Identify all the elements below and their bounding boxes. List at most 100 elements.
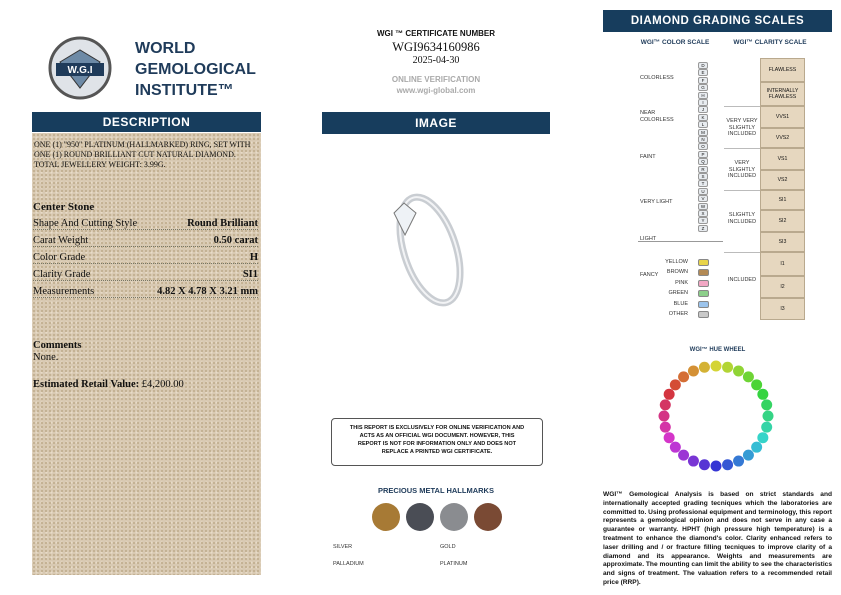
center-stone-heading: Center Stone xyxy=(33,201,95,213)
group-line xyxy=(724,190,760,191)
hue-dot xyxy=(722,361,734,373)
hue-dot xyxy=(733,455,745,467)
color-diamond: M xyxy=(698,128,708,136)
fancy-diamond xyxy=(698,258,709,266)
clarity-box: I2 xyxy=(760,276,805,298)
color-scale-heading: WGI™ COLOR SCALE xyxy=(640,39,710,46)
color-diamond: F xyxy=(698,76,708,84)
description-heading: DESCRIPTION xyxy=(32,112,261,132)
name-line: INSTITUTE™ xyxy=(135,82,234,99)
hue-wheel xyxy=(658,360,774,472)
hue-dot xyxy=(678,449,690,461)
fancy-label: GREEN xyxy=(668,290,688,296)
clarity-box: VS2 xyxy=(760,170,805,190)
logo-globe: W.G.I xyxy=(48,36,112,100)
fancy-label: BLUE xyxy=(673,300,688,307)
clarity-box: INTERNALLY FLAWLESS xyxy=(760,82,805,106)
scales-heading: DIAMOND GRADING SCALES xyxy=(603,10,832,32)
color-group: LIGHT xyxy=(640,236,657,242)
hue-dot xyxy=(710,460,722,472)
row-value: 0.50 carat xyxy=(213,235,258,246)
hue-dot xyxy=(663,388,675,400)
hue-dot xyxy=(687,365,699,377)
row-value: 4.82 X 4.78 X 3.21 mm xyxy=(157,286,258,297)
stone-row: Measurements 4.82 X 4.78 X 3.21 mm xyxy=(33,281,258,298)
color-diamond: D xyxy=(698,62,708,69)
hallmark-coins xyxy=(372,503,502,531)
color-diamond: Z xyxy=(698,224,708,232)
hue-dot xyxy=(757,388,769,400)
fancy-label: YELLOW xyxy=(665,258,688,265)
fancy-label: FANCY xyxy=(640,272,659,278)
color-diamond: E xyxy=(698,69,708,77)
hue-dot xyxy=(761,399,773,411)
hue-dot xyxy=(751,441,763,453)
color-diamond: I xyxy=(698,99,708,106)
color-group: COLORLESS xyxy=(640,75,674,81)
fancy-diamond xyxy=(698,269,709,276)
hue-dot xyxy=(678,371,690,383)
stone-row: Color Grade H xyxy=(33,247,258,264)
clarity-box: VVS2 xyxy=(760,128,805,148)
row-value: SI1 xyxy=(242,269,258,280)
clarity-box: I1 xyxy=(760,252,805,276)
ring-image xyxy=(393,193,464,307)
fancy-diamond xyxy=(698,311,709,318)
color-diamond: S xyxy=(698,173,708,180)
group-line xyxy=(724,148,760,149)
fancy-label: OTHER xyxy=(668,311,688,317)
row-label: Color Grade xyxy=(33,252,86,263)
hue-dot xyxy=(687,455,699,467)
website: www.wgi-global.com xyxy=(396,86,476,95)
color-diamond: T xyxy=(698,180,708,188)
color-diamond: G xyxy=(698,84,708,92)
row-value: Round Brilliant xyxy=(187,218,258,229)
name-line: GEMOLOGICAL xyxy=(135,61,256,78)
color-diamond: R xyxy=(698,165,708,173)
hue-dot xyxy=(761,421,773,433)
hue-dot xyxy=(659,421,671,433)
hue-dot xyxy=(751,379,763,391)
cert-label: WGI ™ CERTIFICATE NUMBER xyxy=(376,29,496,38)
hue-wheel-heading: WGI™ HUE WHEEL xyxy=(689,347,746,353)
name-line: WORLD xyxy=(135,40,196,57)
clarity-scale-heading: WGI™ CLARITY SCALE xyxy=(733,39,807,46)
row-value: H xyxy=(249,252,258,263)
clarity-group: SLIGHTLY INCLUDED xyxy=(727,212,757,225)
clarity-box: SI2 xyxy=(760,210,805,232)
color-diamond: K xyxy=(698,113,708,121)
row-label: Clarity Grade xyxy=(33,269,91,280)
fancy-label: BROWN xyxy=(666,269,688,275)
clarity-box: VVS1 xyxy=(760,106,805,128)
footnote: WGI™ Gemological Analysis is based on st… xyxy=(603,491,832,586)
hue-dot xyxy=(742,371,754,383)
hue-dot xyxy=(669,379,681,391)
logo-initials: W.G.I xyxy=(68,65,93,76)
institute-name: WORLD GEMOLOGICAL INSTITUTE™ xyxy=(135,38,256,101)
clarity-group: INCLUDED xyxy=(727,277,757,283)
color-group: VERY LIGHT xyxy=(640,199,673,205)
image-heading: IMAGE xyxy=(322,112,550,134)
clarity-box: SI1 xyxy=(760,190,805,210)
row-label: Carat Weight xyxy=(33,235,89,246)
hue-dot xyxy=(742,449,754,461)
color-diamond: Y xyxy=(698,217,708,225)
color-diamond: L xyxy=(698,121,708,129)
fancy-label: PINK xyxy=(675,279,688,286)
hue-dot xyxy=(659,399,671,411)
color-group: NEAR COLORLESS xyxy=(640,110,674,123)
color-diamond: V xyxy=(698,195,708,203)
hue-dot xyxy=(669,441,681,453)
color-diamond: W xyxy=(698,202,708,210)
color-group: FAINT xyxy=(640,154,656,160)
light-line xyxy=(638,241,723,242)
stone-row: Clarity Grade SI1 xyxy=(33,264,258,281)
color-diamond: Q xyxy=(698,158,708,166)
clarity-group: VERY SLIGHTLY INCLUDED xyxy=(727,160,757,180)
hallmark-label: SILVER xyxy=(333,544,353,550)
hue-dot xyxy=(658,410,670,422)
comments-heading: Comments xyxy=(33,340,82,351)
cert-date: 2025-04-30 xyxy=(412,55,460,66)
retail-value: £4,200.00 xyxy=(141,379,184,390)
hue-dot xyxy=(762,410,774,422)
